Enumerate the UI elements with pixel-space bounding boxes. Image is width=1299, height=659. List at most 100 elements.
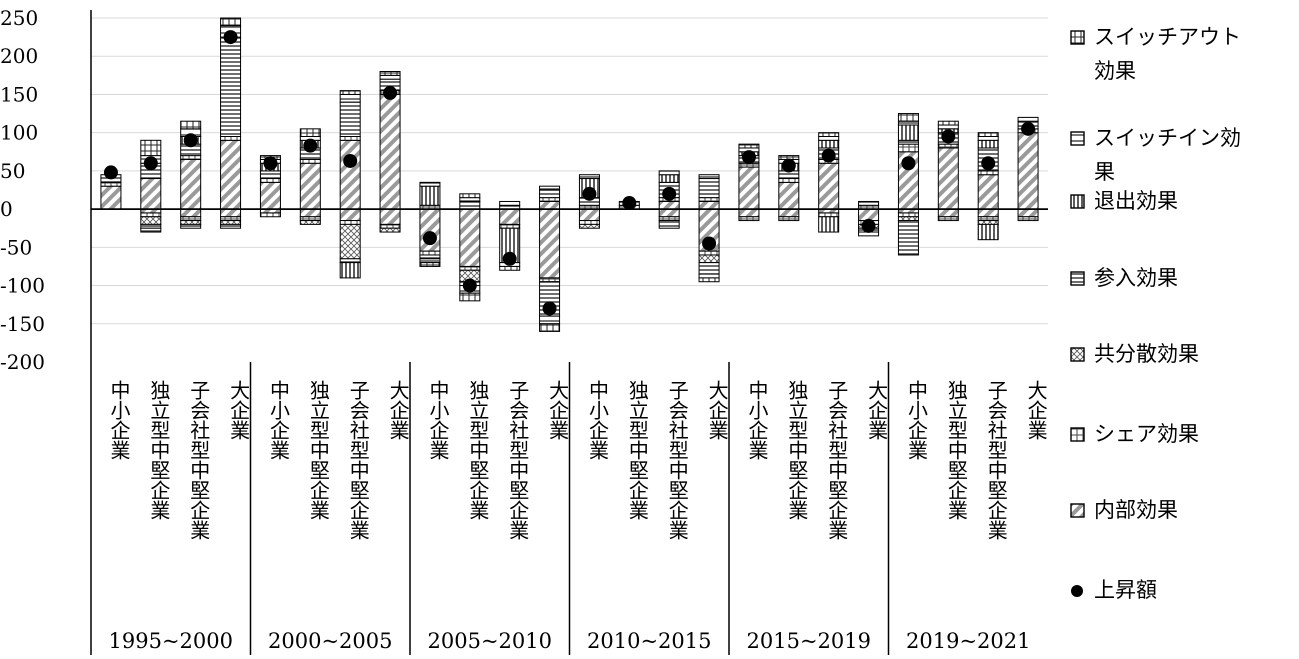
bar-segment-internal (299, 208, 321, 218)
category-label: 中小企業 (266, 380, 290, 460)
rise-marker (781, 158, 796, 173)
bar-segment-share (937, 143, 959, 149)
rise-marker (263, 156, 278, 171)
bar-segment-switch_out (977, 132, 999, 137)
bar-segment-switch_in (419, 258, 441, 264)
rise-marker (183, 133, 198, 148)
rise-marker (343, 153, 358, 168)
legend-label: 上昇額 (1094, 578, 1157, 602)
bar-segment-internal (220, 139, 242, 210)
bar-segment-entry (220, 223, 242, 229)
bar-segment-switch_in (578, 174, 600, 180)
bar-segment-switch_out (339, 90, 361, 95)
category-label: 中小企業 (904, 380, 928, 460)
bar-segment-switch_in (937, 124, 959, 130)
bar-segment-share (499, 223, 521, 229)
legend-swatch-entry (1070, 271, 1085, 286)
y-tick-label: 0 (0, 197, 13, 221)
bar-segment-switch_in (698, 174, 720, 180)
bar-segment-entry (858, 200, 880, 206)
y-tick-label: 250 (0, 6, 38, 30)
legend-label: 共分散効果 (1094, 342, 1199, 366)
category-label: 大企業 (705, 380, 729, 440)
bar-segment-internal (220, 208, 242, 218)
bar-segment-internal (698, 200, 720, 210)
legend-swatch-exit (1070, 194, 1085, 209)
legend-label: 内部効果 (1094, 498, 1178, 522)
category-label: 中小企業 (107, 380, 131, 460)
bar-segment-share (299, 216, 321, 222)
bar-segment-covariance (339, 223, 361, 260)
category-label: 中小企業 (585, 380, 609, 460)
bar-segment-share (578, 220, 600, 225)
bar-segment-covariance (220, 220, 242, 225)
rise-marker (502, 251, 517, 266)
legend-label: スイッチアウト (1094, 25, 1241, 49)
bar-segment-switch_in (698, 273, 720, 279)
bar-segment-internal (1017, 208, 1039, 218)
bar-segment-share (698, 197, 720, 202)
bar-segment-internal (818, 162, 840, 210)
bar-segment-internal (778, 181, 800, 210)
bar-segment-internal (180, 208, 202, 218)
bar-segment-switch_in (419, 181, 441, 187)
bar-segment-share (220, 216, 242, 222)
bar-segment-share (539, 277, 561, 283)
bar-segment-switch_in (379, 74, 401, 80)
bar-segment-covariance (977, 220, 999, 225)
bar-segment-internal (778, 208, 800, 218)
bar-segment-switch_out (499, 265, 521, 271)
rise-marker (143, 156, 158, 171)
rise-marker (582, 186, 597, 201)
bar-segment-share (220, 135, 242, 141)
bar-segment-switch_in (539, 185, 561, 191)
rise-marker (622, 195, 637, 210)
bar-segment-switch_out (459, 193, 481, 199)
bar-segment-internal (937, 147, 959, 210)
rise-marker (821, 148, 836, 163)
category-label: 子会社型中堅企業 (665, 380, 689, 540)
bar-segment-internal (738, 208, 760, 218)
category-label: 大企業 (386, 380, 410, 440)
bar-segment-switch_in (459, 197, 481, 202)
bar-segment-internal (738, 166, 760, 210)
bar-segment-share (379, 223, 401, 229)
bars (100, 17, 1039, 332)
bar-segment-share (299, 158, 321, 164)
bar-segment-entry (259, 170, 281, 180)
category-label: 大企業 (546, 380, 570, 440)
rise-marker (383, 85, 398, 100)
bar-segment-entry (180, 223, 202, 229)
category-label: 子会社型中堅企業 (506, 380, 530, 540)
legend-label: 果 (1094, 160, 1115, 184)
rise-marker (861, 218, 876, 233)
bar-segment-switch_in (339, 93, 361, 103)
bar-segment-share (180, 216, 202, 222)
y-tick-labels: 250 200 150 100 50 0 -50 -100 -150 -200 (0, 6, 45, 374)
bar-segment-entry (897, 220, 919, 256)
bar-segment-share (897, 212, 919, 218)
category-label: 子会社型中堅企業 (187, 380, 211, 540)
bar-segment-share (977, 170, 999, 176)
bar-segment-exit (339, 262, 361, 279)
bar-segment-share (658, 216, 680, 222)
legend-swatch-covariance (1070, 347, 1085, 362)
bar-segment-internal (100, 185, 122, 210)
bar-segment-internal (977, 174, 999, 210)
period-label: 2010~2015 (587, 629, 711, 653)
bar-segment-share (259, 212, 281, 218)
bar-segment-switch_in (897, 120, 919, 126)
category-label: 大企業 (865, 380, 889, 440)
rise-marker (662, 186, 677, 201)
bar-segment-covariance (897, 216, 919, 222)
bar-segment-share (339, 135, 361, 141)
bar-segment-internal (499, 208, 521, 225)
rise-marker (702, 236, 717, 251)
y-tick-label: -200 (0, 350, 45, 374)
category-label: 大企業 (227, 380, 251, 440)
bar-segment-entry (698, 178, 720, 199)
legend-swatch-switch_in (1070, 131, 1085, 146)
legend-label: スイッチイン効 (1094, 126, 1241, 150)
bar-segment-share (977, 216, 999, 222)
